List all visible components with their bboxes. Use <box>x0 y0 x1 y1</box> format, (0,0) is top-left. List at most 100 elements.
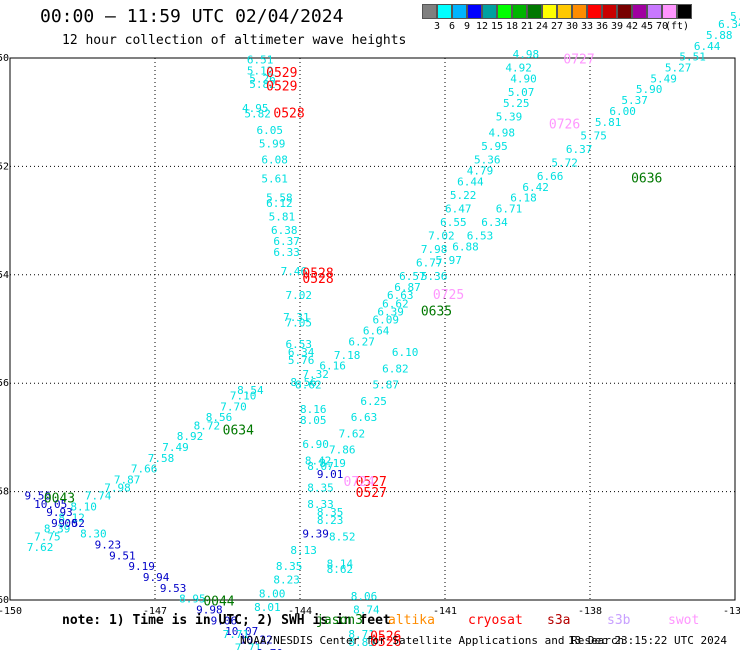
wave-height-label: 6.77 <box>416 257 443 270</box>
wave-height-label: 9.52 <box>58 517 84 530</box>
wave-height-label: 4.79 <box>467 165 494 178</box>
wave-height-label: 6.71 <box>496 202 523 215</box>
wave-height-label: 5.75 <box>580 129 607 142</box>
satellite-legend-jason3: jason3 <box>316 613 363 628</box>
pass-time-label: 0727 <box>563 52 594 67</box>
wave-height-label: 6.34 <box>718 18 740 31</box>
colorbar-tick-label: 3 <box>434 21 441 32</box>
wave-height-label: 6.34 <box>288 346 315 359</box>
wave-height-label: 8.23 <box>273 574 300 587</box>
wave-height-label: 7.62 <box>339 427 366 440</box>
wave-height-label: 8.42 <box>305 455 332 468</box>
wave-height-label: 5.37 <box>621 94 648 107</box>
colorbar-swatch <box>632 4 647 19</box>
wave-height-label: 8.39 <box>44 522 70 535</box>
pass-time-label: 0526 <box>370 630 401 645</box>
wave-height-label: 8.05 <box>300 414 327 427</box>
satellite-legend-swot: swot <box>668 613 700 628</box>
wave-height-label: 6.53 <box>286 338 313 351</box>
wave-height-label: 8.19 <box>319 457 346 470</box>
wave-height-label: 5.39 <box>496 110 523 123</box>
wave-height-label: 7.75 <box>34 530 61 543</box>
wave-height-label: 6.05 <box>257 124 284 137</box>
wave-height-label: 9.19 <box>128 560 155 573</box>
wave-height-label: 6.09 <box>373 314 400 327</box>
wave-height-label: 9.23 <box>95 539 122 552</box>
wave-height-label: 8.13 <box>290 544 317 557</box>
wave-height-label: 7.74 <box>85 490 112 503</box>
wave-height-label: 7.31 <box>283 311 310 324</box>
colorbar-swatch <box>602 4 617 19</box>
footer-credit: NOAA/NESDIS Center for Satellite Applica… <box>240 634 625 647</box>
pass-time-label: 0526 <box>370 635 401 650</box>
wave-height-label: 6.57 <box>399 270 426 283</box>
colorbar-swatch <box>497 4 512 19</box>
colorbar-swatch <box>572 4 587 19</box>
colorbar-tick-label: 70 <box>656 21 669 32</box>
wave-height-label: 6.18 <box>510 192 537 205</box>
colorbar-swatch <box>452 4 467 19</box>
wave-height-label: 7.02 <box>428 230 455 243</box>
pass-time-label: 0724 <box>344 475 375 490</box>
wave-height-label: 6.53 <box>467 230 494 243</box>
pass-time-label: 0636 <box>631 172 662 187</box>
colorbar-swatch <box>437 4 452 19</box>
wave-height-label: 5.36 <box>474 154 501 167</box>
y-tick-label: -60 <box>0 595 9 606</box>
wave-height-label: 7.49 <box>162 441 189 454</box>
plot-frame <box>9 57 736 601</box>
colorbar-swatch <box>662 4 677 19</box>
wave-height-label: 8.06 <box>351 590 378 603</box>
wave-height-label: 10.05 <box>34 498 67 511</box>
y-tick-label: -52 <box>0 161 9 172</box>
colorbar-swatch <box>617 4 632 19</box>
wave-height-label: 5.22 <box>450 189 477 202</box>
colorbar-legend: 3 6 9 12 15 18 21 24 27 30 33 36 39 42 45 70 (ft) <box>422 4 692 32</box>
wave-height-label: 8.35 <box>307 482 334 495</box>
colorbar-tick-label: 45 <box>641 21 654 32</box>
wave-height-label: 4.98 <box>489 127 516 140</box>
wave-height-label: 6.44 <box>457 175 484 188</box>
wave-height-label: 6.44 <box>694 40 721 53</box>
pass-time-label: 0528 <box>273 107 304 122</box>
wave-height-label: 8.16 <box>300 403 327 416</box>
colorbar-tick-label: 21 <box>521 21 534 32</box>
wave-height-label: 10.07 <box>225 625 258 638</box>
wave-height-label: 7.87 <box>114 473 140 486</box>
pass-time-label: 0726 <box>549 117 580 132</box>
wave-height-label: 7.58 <box>148 452 175 465</box>
pass-time-label: 0725 <box>433 288 464 303</box>
wave-height-label: 8.23 <box>317 514 344 527</box>
wave-height-label: 6.10 <box>392 346 419 359</box>
wave-height-label: 9.01 <box>317 468 344 481</box>
wave-height-label: 5.87 <box>730 10 740 23</box>
satellite-legend-cryosat: cryosat <box>468 613 523 628</box>
colorbar-swatch <box>557 4 572 19</box>
wave-height-label: 5.25 <box>503 97 530 110</box>
wave-height-label: 8.83 <box>348 636 375 649</box>
colorbar-tick-label: 39 <box>611 21 624 32</box>
colorbar-tick-label: 36 <box>596 21 609 32</box>
wave-height-label: 8.56 <box>206 411 233 424</box>
wave-height-label: 5.95 <box>481 140 508 153</box>
wave-height-label: 7.86 <box>329 444 356 457</box>
wave-height-label: 6.62 <box>382 297 409 310</box>
x-tick-label: -138 <box>578 606 602 617</box>
wave-height-label: 6.37 <box>273 235 300 248</box>
wave-height-label: 5.90 <box>636 83 663 96</box>
y-tick-label: -54 <box>0 270 9 281</box>
wave-height-label: 4.90 <box>510 72 537 85</box>
wave-height-label: 6.64 <box>363 324 390 337</box>
wave-height-label: 7.71 <box>223 628 250 641</box>
wave-height-label: 4.92 <box>505 62 531 75</box>
wave-height-label: 6.90 <box>302 438 329 451</box>
x-tick-label: -147 <box>143 606 167 617</box>
wave-height-label: 6.33 <box>273 246 300 259</box>
wave-height-label: 7.18 <box>334 349 361 362</box>
pass-time-label: 0043 <box>44 491 75 506</box>
wave-height-label: 6.27 <box>348 335 375 348</box>
wave-height-label: 9.39 <box>302 528 329 541</box>
colorbar-swatch <box>587 4 602 19</box>
wave-height-label: 9.51 <box>109 549 136 562</box>
